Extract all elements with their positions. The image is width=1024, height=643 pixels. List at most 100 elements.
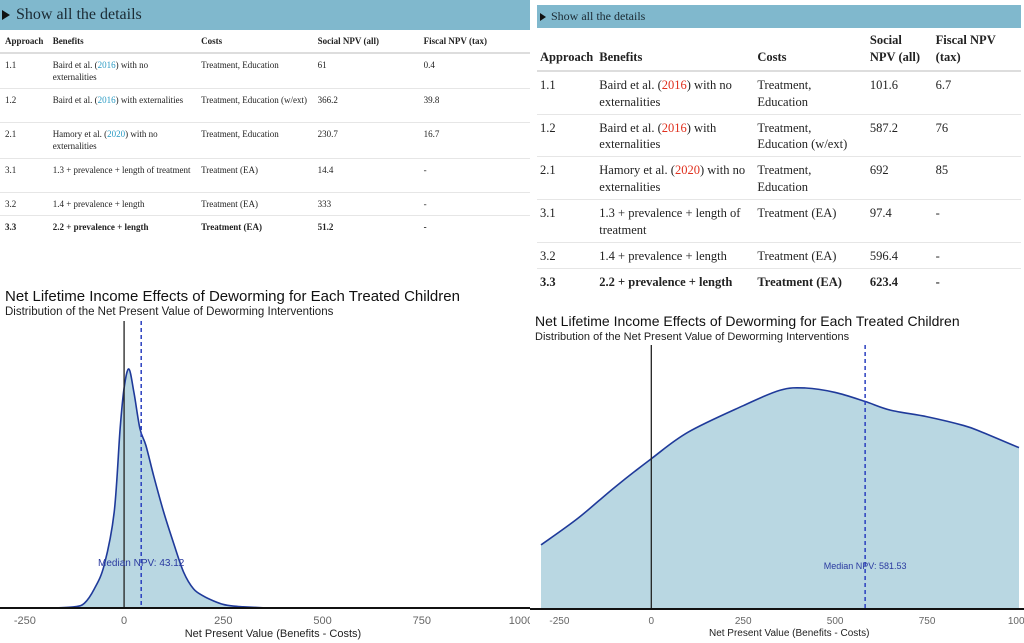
benefits-text: 1.3 + prevalence + length of treatment: [599, 206, 741, 237]
benefits-cell: Baird et al. (2016) with no externalitie…: [596, 70, 755, 115]
benefits-cell: Baird et al. (2016) with no externalitie…: [47, 53, 197, 90]
fiscal-npv-cell: -: [932, 242, 1021, 269]
right-panel: Show all the details Approach Benefits Cost…: [530, 0, 1024, 643]
approach-cell: 3.1: [0, 158, 48, 193]
fiscal-npv-cell: -: [423, 221, 427, 232]
column-header: Approach: [537, 30, 597, 72]
benefits-cell: Baird et al. (2016) with externalities: [47, 88, 197, 124]
table-header-row: Approach Benefits Costs Social NPV (all) Fis…: [537, 30, 1021, 72]
chart-title: Net Lifetime Income Effects of Deworming…: [5, 288, 460, 305]
citation-year-link[interactable]: 2016: [97, 95, 116, 106]
citation-year-link[interactable]: 2016: [661, 77, 687, 92]
x-tick-label: 1000: [1008, 616, 1024, 627]
fiscal-npv-cell: 39.8: [418, 88, 530, 124]
benefits-cell: 1.3 + prevalence + length of treatment: [47, 158, 197, 193]
column-header: Benefits: [47, 32, 197, 54]
x-tick-label: 250: [214, 615, 232, 627]
costs-cell: Treatment, Education: [196, 122, 313, 159]
fiscal-npv-cell: 85: [932, 156, 1021, 200]
column-header: Costs: [754, 30, 867, 72]
benefits-cell: Hamory et al. (2020) with no externaliti…: [596, 156, 755, 200]
benefits-text-suffix: ) with no externalities: [599, 163, 746, 195]
costs-cell: Treatment (EA): [201, 221, 262, 232]
benefits-cell: Baird et al. (2016) with externalities: [596, 114, 755, 158]
approach-cell: 2.1: [0, 122, 48, 159]
column-header: Approach: [0, 32, 48, 54]
fiscal-npv-cell: -: [935, 274, 940, 289]
costs-cell: Treatment (EA): [754, 242, 867, 269]
approach-cell: 1.1: [537, 70, 597, 115]
costs-cell: Treatment, Education: [754, 70, 867, 115]
npv-table: Approach Benefits Costs Social NPV (all) Fis…: [537, 30, 1021, 294]
costs-cell: Treatment (EA): [757, 274, 842, 289]
benefits-text-suffix: ) with externalities: [115, 95, 184, 106]
table-header-row: Approach Benefits Costs Social NPV (all) Fis…: [0, 32, 530, 54]
disclosure-triangle-icon: [2, 10, 10, 20]
costs-cell: Treatment, Education (w/ext): [196, 88, 313, 124]
table-row: 1.2 Baird et al. (2016) with externalitie…: [0, 88, 530, 124]
benefits-text-suffix: ) with no externalities: [599, 77, 732, 109]
costs-cell: Treatment (EA): [754, 199, 867, 243]
benefits-text: 1.3 + prevalence + length of treatment: [52, 164, 191, 175]
citation-year-link[interactable]: 2016: [661, 120, 687, 135]
show-details-label: Show all the details: [16, 6, 142, 23]
fiscal-npv-cell: 76: [932, 114, 1021, 158]
approach-cell: 3.1: [537, 199, 597, 243]
npv-density-chart: Net Lifetime Income Effects of Deworming…: [0, 288, 530, 640]
approach-cell: 2.1: [537, 156, 597, 200]
density-curve: [54, 368, 273, 609]
benefits-text: Hamory et al. (: [52, 129, 108, 140]
column-header: Fiscal NPV (tax): [418, 32, 530, 54]
benefits-text: 2.2 + prevalence + length: [52, 221, 149, 232]
benefits-cell: Hamory et al. (2020) with no externaliti…: [47, 122, 197, 159]
social-npv-cell: 692: [866, 156, 933, 200]
x-axis-label: Net Present Value (Benefits - Costs): [709, 628, 869, 639]
x-tick-label: 0: [121, 615, 127, 627]
table-row: 3.2 1.4 + prevalence + length Treatment (E…: [537, 242, 1021, 269]
citation-year-link[interactable]: 2016: [97, 60, 116, 70]
x-tick-label: 750: [413, 615, 431, 627]
median-label: Median NPV: 581.53: [824, 561, 907, 571]
show-details-toggle[interactable]: Show all the details: [537, 5, 1021, 28]
benefits-cell: 1.4 + prevalence + length: [47, 192, 197, 216]
fiscal-npv-cell: -: [932, 199, 1021, 243]
x-tick-label: -250: [549, 616, 569, 627]
benefits-text: Hamory et al. (: [599, 163, 675, 178]
social-npv-cell: 366.2: [312, 88, 419, 124]
benefits-cell: 1.4 + prevalence + length: [596, 242, 755, 269]
x-tick-label: 1000: [509, 615, 530, 627]
left-panel: Show all the details Approach Benefits Cost…: [0, 0, 530, 640]
column-header: Costs: [196, 32, 313, 54]
table-row: 2.1 Hamory et al. (2020) with no external…: [537, 156, 1021, 200]
disclosure-triangle-icon: [540, 12, 546, 21]
table-row: 2.1 Hamory et al. (2020) with no external…: [0, 122, 530, 159]
benefits-text-suffix: ) with no externalities: [52, 129, 158, 152]
approach-cell: 1.2: [0, 88, 48, 124]
median-label: Median NPV: 43.12: [98, 558, 185, 569]
density-curve: [540, 386, 1020, 546]
table-row: 3.3 2.2 + prevalence + length Treatment (E…: [537, 268, 1021, 293]
citation-year-link[interactable]: 2020: [674, 163, 700, 178]
social-npv-cell: 333: [312, 192, 419, 216]
x-axis-label: Net Present Value (Benefits - Costs): [185, 628, 361, 640]
table-row: 1.1 Baird et al. (2016) with no externali…: [537, 70, 1021, 115]
x-tick-label: 500: [313, 615, 331, 627]
show-details-toggle[interactable]: Show all the details: [0, 0, 530, 30]
fiscal-npv-cell: 6.7: [932, 70, 1021, 115]
table-row: 1.1 Baird et al. (2016) with no externali…: [0, 53, 530, 90]
approach-cell: 1.2: [537, 114, 597, 158]
chart-title: Net Lifetime Income Effects of Deworming…: [535, 313, 960, 329]
benefits-text: Baird et al. (: [599, 120, 662, 135]
x-tick-label: 750: [919, 616, 936, 627]
citation-year-link[interactable]: 2020: [107, 129, 126, 140]
social-npv-cell: 51.2: [317, 221, 334, 232]
fiscal-npv-cell: 0.4: [418, 53, 530, 90]
fiscal-npv-cell: -: [418, 192, 530, 216]
benefits-text: Baird et al. (: [599, 77, 662, 92]
approach-cell: 3.2: [537, 242, 597, 269]
table-row: 1.2 Baird et al. (2016) with externalitie…: [537, 114, 1021, 158]
npv-density-chart: Net Lifetime Income Effects of Deworming…: [530, 313, 1024, 639]
column-header: Benefits: [596, 30, 755, 72]
x-tick-label: 500: [827, 616, 844, 627]
approach-cell: 3.3: [5, 221, 17, 232]
